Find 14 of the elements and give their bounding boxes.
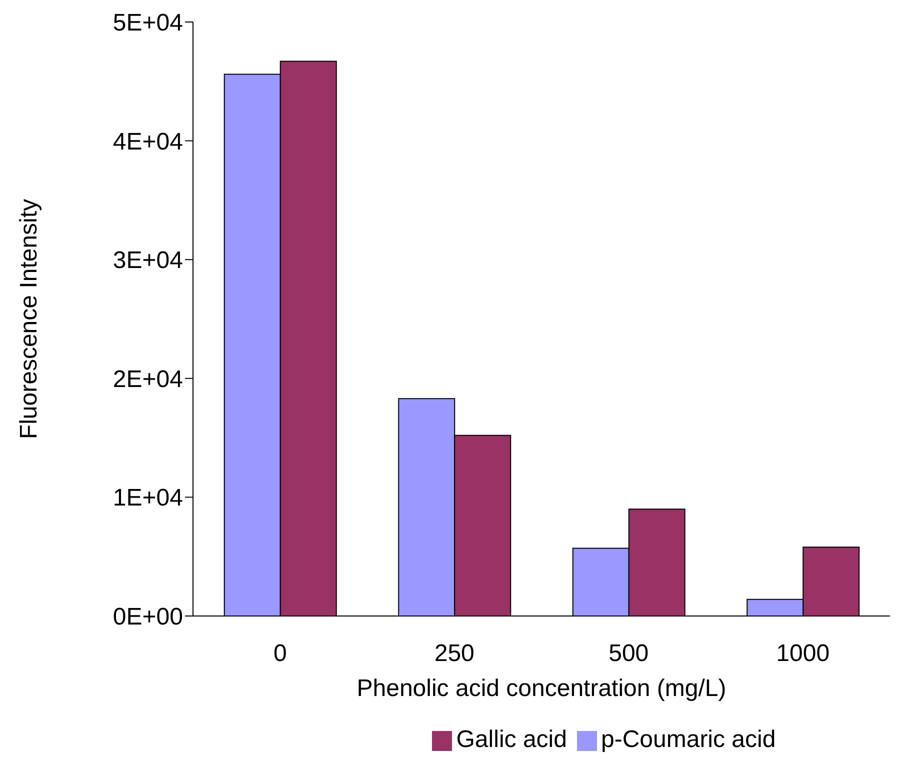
y-tick-label: 3E+04 [112,247,183,274]
y-axis-title: Fluorescence Intensity [16,198,43,440]
x-axis-title: Phenolic acid concentration (mg/L) [356,675,726,702]
x-tick-label: 500 [608,640,649,668]
y-tick-label: 1E+04 [112,484,183,512]
y-tick-label: 5E+04 [112,10,183,37]
x-tick-label: 0 [273,640,287,668]
y-tick-label: 2E+04 [112,366,183,393]
legend-label: Gallic acid [456,726,567,753]
legend-label: p-Coumaric acid [600,726,776,753]
y-tick-label: 0E+00 [112,604,183,631]
x-tick-label: 250 [434,640,474,668]
x-tick-label: 1000 [776,640,830,668]
y-tick-label: 4E+04 [112,128,183,156]
